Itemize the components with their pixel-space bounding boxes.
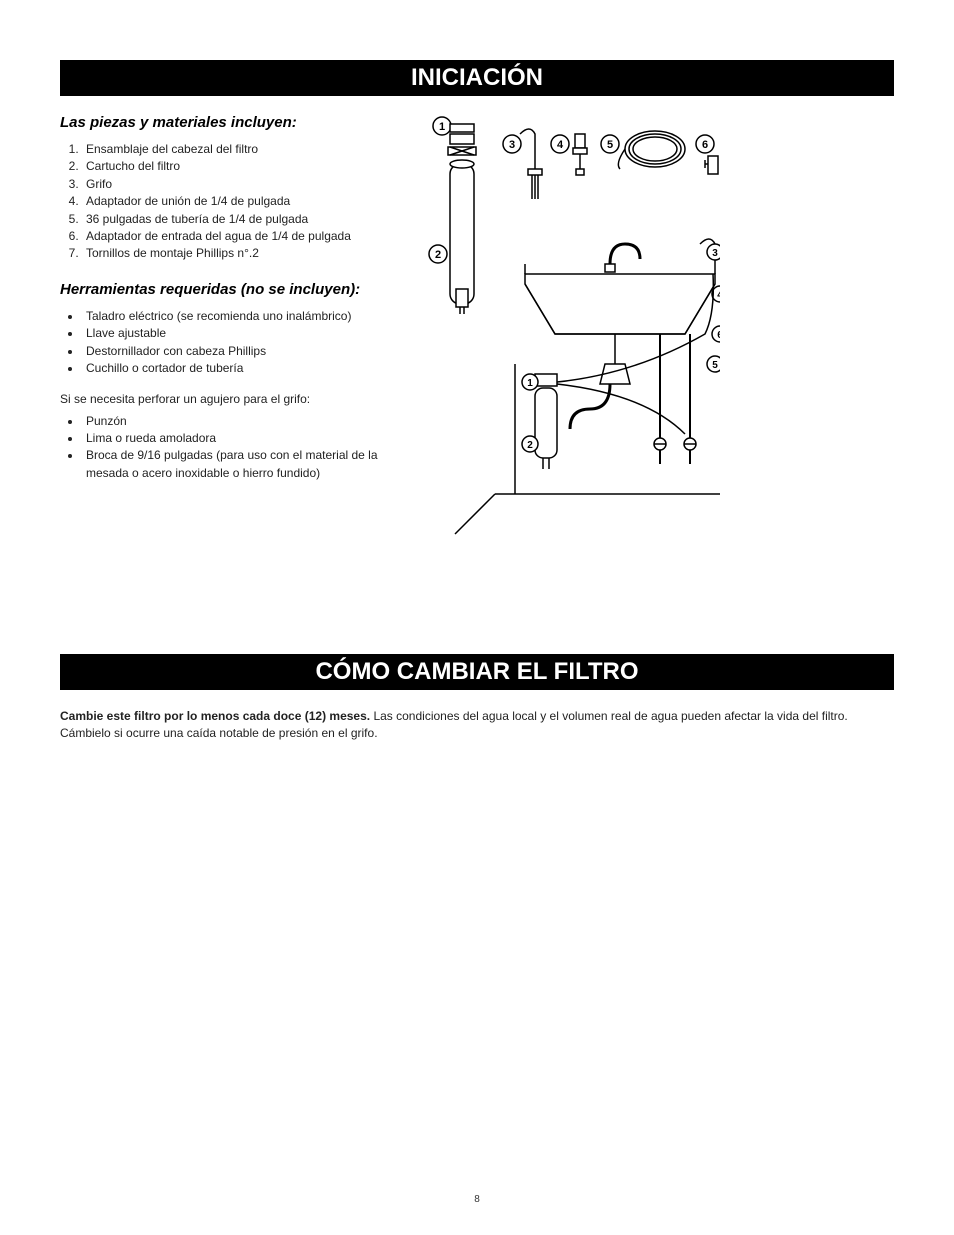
hole-list: Punzón Lima o rueda amoladora Broca de 9…	[60, 413, 400, 483]
list-item: Lima o rueda amoladora	[82, 430, 400, 447]
list-item: Adaptador de entrada del agua de 1/4 de …	[82, 228, 400, 245]
section-header-iniciacion: INICIACIÓN	[60, 60, 894, 96]
filter-change-text: Cambie este filtro por lo menos cada doc…	[60, 708, 894, 743]
list-item: Broca de 9/16 pulgadas (para uso con el …	[82, 447, 400, 482]
list-item: Punzón	[82, 413, 400, 430]
list-item: Destornillador con cabeza Phillips	[82, 343, 400, 360]
list-item: Cartucho del filtro	[82, 158, 400, 175]
svg-text:2: 2	[527, 440, 533, 451]
parts-heading: Las piezas y materiales incluyen:	[60, 114, 400, 131]
svg-text:1: 1	[439, 121, 445, 133]
svg-text:3: 3	[712, 248, 718, 259]
installation-diagram: 3 1 2	[455, 239, 720, 534]
diagram-part-2: 2	[429, 160, 474, 314]
hole-intro: Si se necesita perforar un agujero para …	[60, 391, 400, 408]
list-item: Adaptador de unión de 1/4 de pulgada	[82, 193, 400, 210]
diagram-part-6: 6	[696, 135, 718, 174]
tools-heading: Herramientas requeridas (no se incluyen)…	[60, 281, 400, 298]
list-item: Grifo	[82, 176, 400, 193]
svg-text:1: 1	[527, 378, 533, 389]
section-como-cambiar: CÓMO CAMBIAR EL FILTRO Cambie este filtr…	[60, 654, 894, 743]
right-column: 1 2 3	[420, 114, 894, 559]
page-number: 8	[474, 1194, 480, 1205]
section-header-cambiar: CÓMO CAMBIAR EL FILTRO	[60, 654, 894, 690]
list-item: Taladro eléctrico (se recomienda uno ina…	[82, 308, 400, 325]
diagram-part-1: 1	[433, 117, 476, 155]
filter-change-bold: Cambie este filtro por lo menos cada doc…	[60, 709, 370, 723]
list-item: 36 pulgadas de tubería de 1/4 de pulgada	[82, 211, 400, 228]
svg-text:4: 4	[557, 139, 564, 151]
list-item: Ensamblaje del cabezal del filtro	[82, 141, 400, 158]
diagram-part-3: 3	[503, 129, 542, 199]
svg-text:5: 5	[607, 139, 613, 151]
svg-text:6: 6	[702, 139, 708, 151]
content-row: Las piezas y materiales incluyen: Ensamb…	[60, 114, 894, 559]
list-item: Llave ajustable	[82, 325, 400, 342]
parts-list: Ensamblaje del cabezal del filtro Cartuc…	[60, 141, 400, 263]
tools-list: Taladro eléctrico (se recomienda uno ina…	[60, 308, 400, 378]
diagram-part-4: 4	[551, 134, 587, 175]
left-column: Las piezas y materiales incluyen: Ensamb…	[60, 114, 400, 559]
svg-text:6: 6	[717, 330, 720, 341]
svg-text:4: 4	[717, 290, 720, 301]
svg-text:5: 5	[712, 360, 718, 371]
list-item: Tornillos de montaje Phillips n°.2	[82, 245, 400, 262]
svg-text:2: 2	[435, 249, 441, 261]
list-item: Cuchillo o cortador de tubería	[82, 360, 400, 377]
svg-text:3: 3	[509, 139, 515, 151]
parts-diagram: 1 2 3	[420, 114, 720, 554]
diagram-part-5: 5	[601, 131, 685, 169]
